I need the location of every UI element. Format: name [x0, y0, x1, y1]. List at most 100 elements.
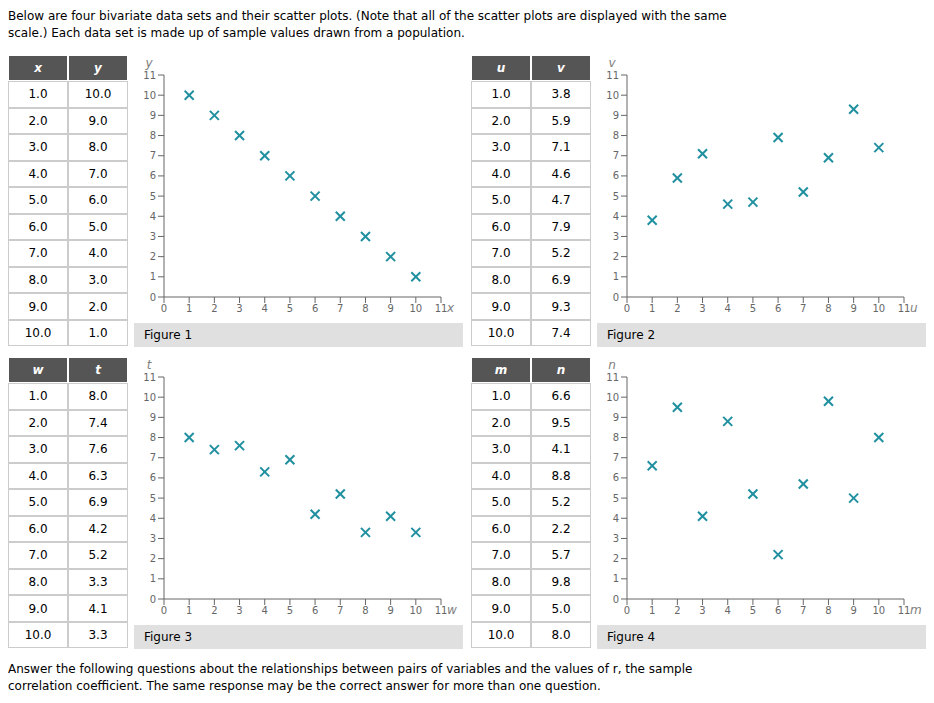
svg-text:8: 8: [150, 130, 156, 141]
svg-text:4: 4: [725, 303, 731, 314]
svg-text:4: 4: [262, 605, 268, 616]
svg-text:5: 5: [613, 190, 619, 201]
svg-text:3: 3: [236, 303, 242, 314]
svg-text:3: 3: [150, 231, 156, 242]
svg-text:6: 6: [312, 303, 318, 314]
svg-text:1: 1: [186, 605, 192, 616]
svg-text:4: 4: [613, 210, 619, 221]
svg-text:n: n: [608, 358, 616, 372]
svg-text:2: 2: [211, 605, 217, 616]
svg-text:4: 4: [262, 303, 268, 314]
svg-text:8: 8: [150, 432, 156, 443]
svg-text:10: 10: [409, 605, 422, 616]
svg-text:0: 0: [150, 593, 156, 604]
svg-text:5: 5: [750, 605, 756, 616]
svg-text:11: 11: [143, 371, 156, 382]
svg-text:4: 4: [613, 512, 619, 523]
svg-text:w: w: [447, 603, 457, 617]
svg-text:10: 10: [606, 391, 619, 402]
svg-text:10: 10: [143, 391, 156, 402]
svg-text:6: 6: [775, 303, 781, 314]
svg-text:1: 1: [613, 271, 619, 282]
svg-text:0: 0: [161, 605, 167, 616]
svg-text:6: 6: [613, 472, 619, 483]
svg-text:0: 0: [624, 303, 630, 314]
svg-text:2: 2: [613, 553, 619, 564]
svg-text:0: 0: [150, 291, 156, 302]
svg-text:1: 1: [150, 573, 156, 584]
svg-text:3: 3: [699, 605, 705, 616]
svg-text:6: 6: [150, 472, 156, 483]
svg-text:8: 8: [825, 605, 831, 616]
svg-text:6: 6: [613, 170, 619, 181]
svg-text:9: 9: [850, 303, 856, 314]
svg-text:6: 6: [775, 605, 781, 616]
svg-text:1: 1: [613, 573, 619, 584]
svg-text:11: 11: [435, 303, 448, 314]
svg-text:v: v: [608, 56, 616, 70]
svg-text:7: 7: [337, 303, 343, 314]
svg-text:9: 9: [387, 605, 393, 616]
svg-text:9: 9: [150, 109, 156, 120]
svg-text:9: 9: [613, 411, 619, 422]
svg-text:2: 2: [150, 251, 156, 262]
svg-text:10: 10: [143, 89, 156, 100]
svg-text:2: 2: [613, 251, 619, 262]
svg-text:7: 7: [613, 452, 619, 463]
svg-text:5: 5: [613, 492, 619, 503]
svg-text:7: 7: [150, 150, 156, 161]
svg-text:4: 4: [725, 605, 731, 616]
svg-text:11: 11: [606, 69, 619, 80]
svg-text:2: 2: [150, 553, 156, 564]
svg-text:2: 2: [674, 303, 680, 314]
svg-text:5: 5: [287, 303, 293, 314]
svg-text:7: 7: [800, 605, 806, 616]
svg-text:y: y: [144, 56, 153, 70]
svg-text:1: 1: [649, 303, 655, 314]
svg-text:8: 8: [362, 303, 368, 314]
svg-text:8: 8: [825, 303, 831, 314]
svg-text:9: 9: [387, 303, 393, 314]
svg-text:6: 6: [150, 170, 156, 181]
svg-text:10: 10: [872, 303, 885, 314]
svg-text:6: 6: [312, 605, 318, 616]
svg-text:0: 0: [613, 291, 619, 302]
svg-text:11: 11: [143, 69, 156, 80]
svg-text:11: 11: [898, 303, 911, 314]
svg-text:11: 11: [898, 605, 911, 616]
svg-text:8: 8: [613, 432, 619, 443]
svg-text:2: 2: [211, 303, 217, 314]
svg-text:5: 5: [750, 303, 756, 314]
svg-text:7: 7: [800, 303, 806, 314]
svg-text:0: 0: [624, 605, 630, 616]
svg-text:11: 11: [435, 605, 448, 616]
svg-text:9: 9: [150, 411, 156, 422]
svg-text:9: 9: [613, 109, 619, 120]
svg-text:7: 7: [613, 150, 619, 161]
svg-text:7: 7: [337, 605, 343, 616]
svg-text:8: 8: [613, 130, 619, 141]
svg-text:7: 7: [150, 452, 156, 463]
svg-text:8: 8: [362, 605, 368, 616]
svg-text:x: x: [446, 301, 455, 315]
svg-text:3: 3: [150, 533, 156, 544]
svg-text:4: 4: [150, 210, 156, 221]
svg-text:10: 10: [606, 89, 619, 100]
svg-text:0: 0: [613, 593, 619, 604]
svg-text:u: u: [910, 301, 918, 315]
svg-text:1: 1: [649, 605, 655, 616]
svg-text:3: 3: [613, 533, 619, 544]
svg-text:3: 3: [699, 303, 705, 314]
svg-text:3: 3: [236, 605, 242, 616]
svg-text:5: 5: [150, 190, 156, 201]
svg-text:m: m: [910, 603, 922, 617]
svg-text:t: t: [147, 358, 153, 372]
svg-text:11: 11: [606, 371, 619, 382]
svg-text:3: 3: [613, 231, 619, 242]
svg-text:0: 0: [161, 303, 167, 314]
svg-text:1: 1: [150, 271, 156, 282]
svg-text:1: 1: [186, 303, 192, 314]
svg-text:5: 5: [287, 605, 293, 616]
svg-text:10: 10: [409, 303, 422, 314]
svg-text:9: 9: [850, 605, 856, 616]
